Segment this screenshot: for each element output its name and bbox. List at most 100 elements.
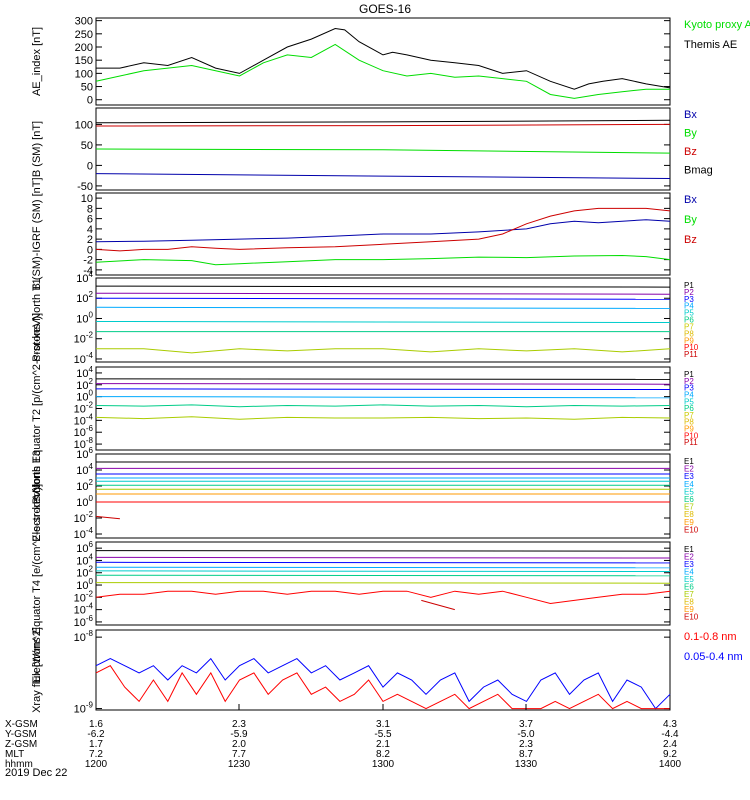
legend-entry: E6: [684, 583, 694, 592]
y-tick-label: -4: [83, 265, 93, 277]
y-tick-label: 10: [81, 193, 93, 205]
y-tick-label: 10-2: [74, 510, 94, 525]
legend-entry: P3: [684, 295, 694, 304]
ephemeris-value: 2.0: [232, 739, 246, 750]
y-tick-exponent: -9: [86, 701, 94, 710]
y-tick-exponent: -8: [86, 629, 94, 638]
ephemeris-value: -5.5: [374, 729, 392, 740]
legend-entry: 0.05-0.4 nm: [684, 651, 743, 663]
ephemeris-value: 9.2: [663, 749, 677, 760]
series-p3: [95, 388, 671, 390]
ephemeris-value: 8.7: [519, 749, 533, 760]
legend-entry: P1: [684, 281, 694, 290]
panel-frame: [95, 629, 671, 711]
y-tick-exponent: 2: [89, 565, 94, 574]
y-tick-label: 10-4: [74, 526, 94, 541]
y-tick-exponent: 6: [89, 446, 94, 455]
series-e8: [95, 590, 671, 605]
series-p4: [95, 396, 671, 399]
legend-entry: P10: [684, 431, 699, 440]
legend-entry: P10: [684, 343, 699, 352]
y-tick-exponent: -4: [86, 526, 94, 535]
series-e2: [95, 556, 671, 559]
series-e9: [421, 599, 455, 611]
series-p6: [95, 416, 671, 420]
y-tick-exponent: 0: [89, 494, 94, 503]
y-tick-label: 10-2: [74, 331, 94, 346]
y-tick-exponent: -2: [86, 589, 94, 598]
y-axis-label: B (SM) [nT]: [31, 121, 43, 177]
y-tick-label: 10-4: [74, 351, 94, 366]
series-by: [95, 254, 671, 266]
legend-entry: P9: [684, 336, 694, 345]
legend-entry: P9: [684, 425, 694, 434]
series-kyoto-proxy-ae: [95, 43, 670, 99]
ephemeris-value: 1230: [228, 759, 251, 770]
legend-entry: P7: [684, 322, 694, 331]
panel-frame: [95, 541, 671, 626]
y-tick-label: 104: [76, 270, 93, 285]
legend-entry: E2: [684, 553, 694, 562]
ephemeris-value: 1400: [659, 759, 682, 770]
series-p2: [95, 383, 671, 385]
y-tick-label: 0: [87, 160, 93, 172]
x-axis-ticks: [95, 704, 671, 710]
series-p2: [95, 292, 671, 295]
legend-entry: E1: [684, 545, 694, 554]
series-e7: [95, 582, 671, 584]
legend-entry: E9: [684, 518, 694, 527]
series-by: [95, 148, 671, 154]
ephemeris-value: -4.4: [661, 729, 679, 740]
legend-entry: E4: [684, 480, 694, 489]
legend-entry: E4: [684, 568, 694, 577]
y-tick-label: 8: [87, 203, 93, 215]
legend-entry: P8: [684, 418, 694, 427]
legend-entry: P6: [684, 404, 694, 413]
panel-frame: [95, 453, 671, 539]
ephemeris-value: 8.2: [376, 749, 390, 760]
y-tick-label: 100: [76, 494, 93, 509]
legend-entry: P7: [684, 411, 694, 420]
legend-entry: By: [684, 128, 697, 140]
legend-entry: E8: [684, 598, 694, 607]
legend-entry: E3: [684, 472, 694, 481]
legend-entry: E10: [684, 525, 699, 534]
y-tick-label: 102: [76, 478, 93, 493]
y-tick-label: 10-9: [74, 701, 94, 716]
y-tick-exponent: 6: [89, 540, 94, 549]
y-tick-exponent: -6: [86, 424, 94, 433]
ephemeris-value: 7.2: [89, 749, 103, 760]
legend-entry: P2: [684, 377, 694, 386]
legend-entry: P11: [684, 438, 698, 447]
y-tick-label: 104: [76, 462, 93, 477]
legend-entry: E2: [684, 465, 694, 474]
ephemeris-value: 2.4: [663, 739, 677, 750]
series-p7: [96, 348, 671, 354]
y-tick-label: 0: [87, 244, 93, 256]
y-tick-exponent: -6: [86, 614, 94, 623]
series-bx: [95, 219, 671, 243]
y-axis-label: Electrons Equator T4 [e/(cm^2-s-sr-keV)]: [31, 484, 43, 683]
y-tick-label: 10-6: [74, 614, 94, 629]
series-e10: [95, 515, 120, 520]
y-tick-label: 300: [75, 16, 93, 28]
legend-entry: P4: [684, 390, 694, 399]
legend-entry: E5: [684, 487, 694, 496]
series-0-05-0-4-nm: [95, 657, 671, 710]
y-axis-label: Protons North T1: [31, 278, 43, 362]
ephemeris-value: 4.3: [663, 719, 677, 730]
legend-entry: E3: [684, 560, 694, 569]
legend-entry: 0.1-0.8 nm: [684, 631, 737, 643]
ephemeris-value: 7.7: [232, 749, 246, 760]
ephemeris-row-label: Y-GSM: [5, 729, 37, 740]
y-tick-exponent: 0: [89, 389, 94, 398]
ephemeris-value: 1330: [515, 759, 538, 770]
panel-frame: [95, 17, 671, 106]
legend-entry: P4: [684, 302, 694, 311]
